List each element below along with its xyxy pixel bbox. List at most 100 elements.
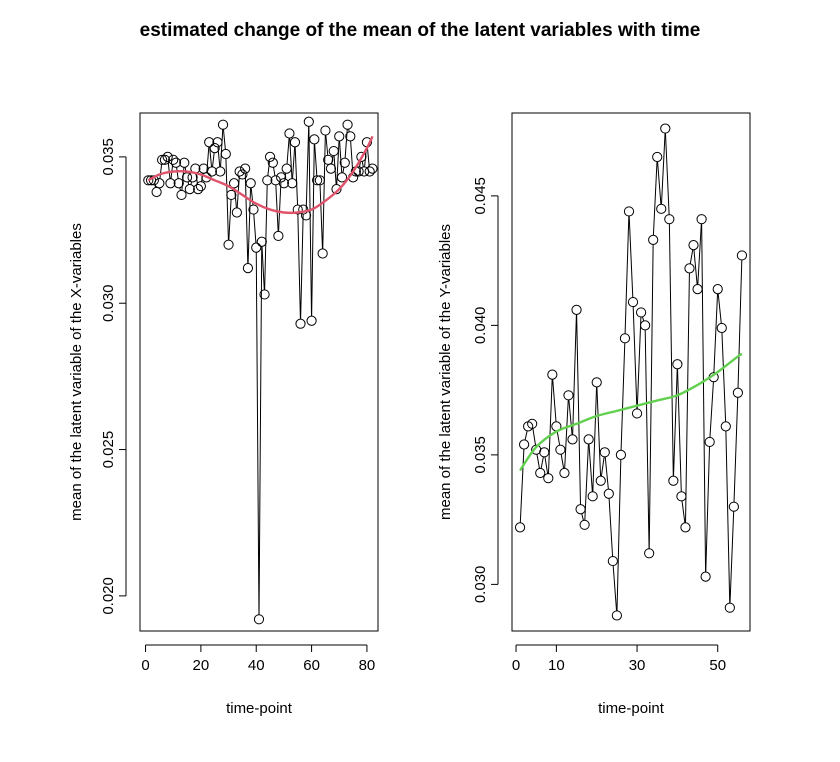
right-observed-segment (604, 456, 609, 490)
right-plot-frame (511, 112, 751, 632)
left-data-point (217, 119, 229, 130)
left-data-point (309, 134, 320, 145)
right-data-point (664, 214, 675, 225)
right-observed-segment (564, 399, 569, 469)
right-observed-segment (584, 443, 589, 521)
right-observed-segment (581, 513, 584, 521)
right-data-point (535, 467, 546, 479)
right-data-point (563, 390, 574, 401)
left-data-point (264, 151, 276, 162)
left-observed-segment (342, 167, 345, 173)
right-observed-segment (733, 397, 739, 503)
right-observed-segment (652, 161, 658, 236)
right-observed-segment (632, 306, 638, 409)
left-observed-segment (308, 126, 313, 317)
right-observed-segment (552, 379, 557, 422)
left-observed-segment (167, 161, 171, 179)
left-data-point (284, 128, 295, 139)
left-data-point (234, 166, 245, 177)
left-data-point (159, 154, 171, 165)
left-data-point (312, 175, 323, 186)
left-data-point (237, 169, 248, 180)
right-data-point (724, 602, 735, 613)
right-data-point (619, 333, 631, 344)
left-data-point (325, 163, 337, 174)
right-observed-segment (673, 368, 678, 477)
left-observed-segment (220, 129, 224, 167)
left-x-axis-title: time-point (226, 700, 293, 717)
left-data-point (334, 131, 345, 142)
left-observed-segment (261, 246, 265, 290)
left-y-axis-title: mean of the latent variable of the X-var… (68, 223, 85, 521)
left-data-point (165, 178, 176, 189)
left-data-point (317, 248, 328, 259)
right-observed-segment (697, 223, 702, 285)
right-observed-segment (668, 223, 674, 477)
right-x-tick-label: 50 (709, 657, 726, 674)
right-observed-segment (641, 316, 645, 322)
right-observed-segment (693, 249, 698, 285)
left-data-point (303, 116, 314, 127)
left-data-point (345, 131, 356, 142)
right-data-point (680, 522, 691, 533)
left-observed-segment (217, 146, 221, 167)
right-data-point (640, 320, 651, 331)
right-observed-segment (547, 379, 553, 474)
left-data-point (328, 145, 339, 157)
left-data-point (342, 119, 353, 130)
left-data-point (215, 166, 226, 177)
right-data-point (684, 263, 695, 274)
left-observed-segment (286, 138, 290, 165)
right-data-point (720, 421, 731, 432)
chart-title: estimated change of the mean of the late… (139, 20, 701, 41)
left-observed-segment (300, 214, 304, 320)
left-data-point (367, 163, 378, 174)
right-data-point (631, 408, 643, 419)
left-data-point (262, 175, 273, 186)
right-x-tick-label: 10 (548, 657, 565, 674)
right-data-point (688, 239, 699, 251)
left-observed-segment (275, 184, 279, 232)
right-observed-segment (596, 386, 602, 477)
left-data-point (209, 143, 220, 154)
right-observed-segment (624, 216, 630, 334)
right-observed-segment (713, 293, 719, 373)
left-data-point (256, 236, 267, 247)
left-observed-segment (258, 246, 263, 615)
left-x-tick-label: 80 (359, 657, 376, 674)
right-observed-segment (560, 454, 565, 469)
right-data-point (587, 491, 598, 502)
right-data-point (539, 447, 550, 458)
right-data-point (583, 434, 594, 445)
left-data-point (356, 151, 367, 162)
left-data-point (320, 125, 331, 136)
right-plot-area (514, 123, 748, 621)
right-observed-segment (648, 244, 654, 549)
right-data-point (728, 501, 739, 512)
right-data-point (672, 359, 683, 370)
right-data-point (704, 436, 715, 448)
right-observed-segment (556, 430, 561, 446)
right-data-point (644, 548, 655, 559)
right-data-point (611, 610, 622, 621)
left-data-point (220, 148, 231, 160)
right-data-point (514, 522, 526, 533)
right-observed-segment (737, 260, 743, 389)
left-data-point (181, 172, 193, 183)
right-data-point (668, 475, 679, 486)
right-data-point (599, 447, 610, 458)
right-data-point (543, 473, 554, 484)
left-observed-segment (206, 146, 210, 173)
left-data-point (170, 157, 182, 168)
right-observed-segment (729, 511, 735, 604)
left-observed-segment (311, 143, 315, 317)
right-observed-segment (705, 446, 711, 573)
left-data-point (295, 318, 306, 329)
right-observed-segment (685, 272, 690, 523)
left-panel: 0 20 40 60 80 0.020 0.025 0.030 0.035 time-point m… (68, 112, 379, 717)
left-data-point (179, 157, 190, 168)
right-data-point (559, 467, 570, 479)
left-y-tick-label: 0.020 (100, 577, 117, 615)
left-observed-segment (278, 181, 282, 232)
